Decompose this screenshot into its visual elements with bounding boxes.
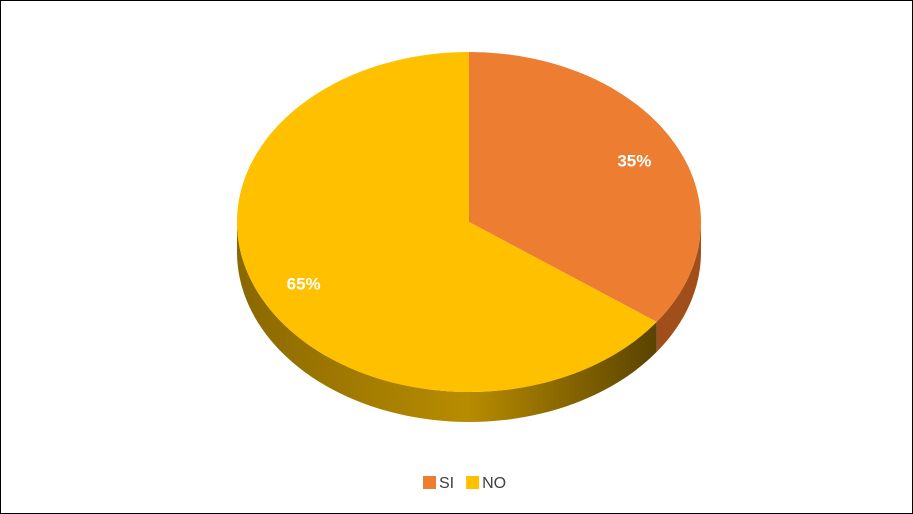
data-label-si: 35% <box>617 151 651 170</box>
legend-label-si: SI <box>439 475 454 492</box>
pie-slices <box>237 52 701 392</box>
legend-label-no: NO <box>482 475 506 492</box>
legend-swatch-no <box>466 476 479 489</box>
data-label-no: 65% <box>287 275 321 294</box>
legend-swatch-si <box>423 476 436 489</box>
legend: SI NO <box>423 475 506 492</box>
